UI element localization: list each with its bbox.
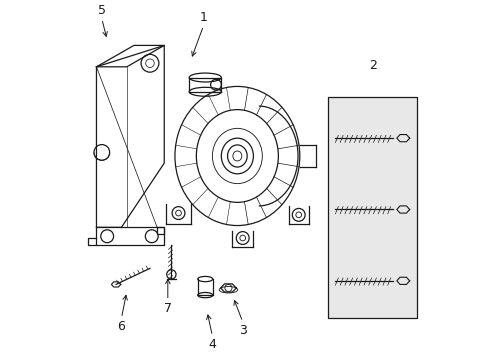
Text: 3: 3 — [238, 324, 246, 337]
Text: 1: 1 — [199, 11, 207, 24]
Text: 7: 7 — [163, 302, 171, 315]
Text: 4: 4 — [208, 338, 216, 351]
Text: 2: 2 — [368, 59, 376, 72]
Bar — [327, 97, 417, 318]
Text: 6: 6 — [117, 320, 125, 333]
Text: 5: 5 — [98, 4, 105, 17]
